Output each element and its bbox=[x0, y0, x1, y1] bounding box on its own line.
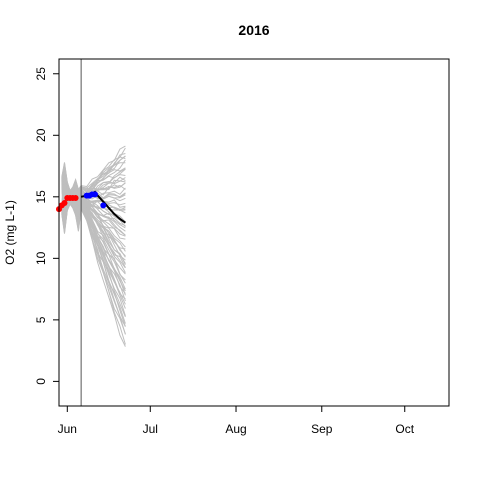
y-tick-label: 0 bbox=[34, 378, 48, 385]
y-tick-label: 15 bbox=[34, 190, 48, 204]
y-tick-label: 5 bbox=[34, 316, 48, 323]
ensemble-layer bbox=[61, 145, 126, 347]
observed-future-point bbox=[100, 202, 107, 209]
observed-past-point bbox=[72, 195, 79, 201]
y-tick-label: 25 bbox=[34, 67, 48, 81]
plot-frame bbox=[58, 58, 450, 407]
x-tick-label: Aug bbox=[225, 422, 246, 436]
chart-title: 2016 bbox=[238, 22, 269, 38]
x-tick-label: Oct bbox=[395, 422, 414, 436]
x-axis: Jun Jul Aug Sep Oct bbox=[58, 405, 415, 436]
y-axis: 0 5 10 15 20 25 bbox=[34, 67, 60, 385]
ensemble-member-line bbox=[61, 145, 126, 192]
series-layer bbox=[56, 190, 126, 224]
x-tick-label: Sep bbox=[311, 422, 333, 436]
x-tick-label: Jul bbox=[143, 422, 158, 436]
observed-future-point bbox=[92, 191, 98, 198]
x-tick-label: Jun bbox=[58, 422, 77, 436]
observed-past-point bbox=[61, 200, 68, 206]
y-axis-label: O2 (mg L-1) bbox=[3, 200, 17, 265]
y-tick-label: 20 bbox=[34, 128, 48, 142]
y-tick-label: 10 bbox=[34, 251, 48, 265]
